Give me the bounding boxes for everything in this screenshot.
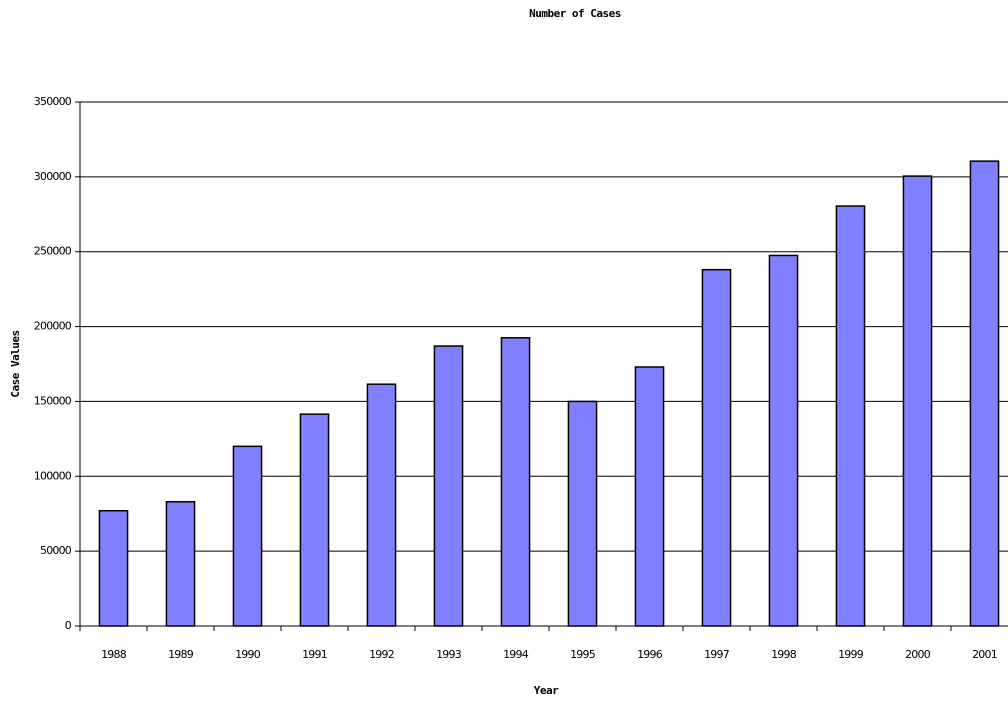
x-tick-label: 1992	[369, 648, 394, 661]
y-tick-label: 300000	[34, 170, 72, 183]
x-axis-label: Year	[534, 684, 559, 697]
x-tick-label: 1995	[570, 648, 596, 661]
bar	[433, 345, 464, 627]
x-tick-label: 1998	[771, 648, 797, 661]
bar	[768, 254, 799, 627]
bar	[634, 366, 665, 627]
x-tick-label: 1990	[235, 648, 261, 661]
bar	[366, 383, 397, 627]
chart-title: Number of Cases	[529, 7, 621, 20]
bar	[969, 160, 1000, 627]
bar	[299, 413, 330, 627]
y-tick-label: 50000	[40, 544, 72, 557]
y-tick-label: 100000	[34, 469, 72, 482]
x-tick-label: 1994	[503, 648, 529, 661]
y-tick-label: 150000	[34, 394, 72, 407]
bar	[701, 268, 732, 627]
x-tick-label: 1993	[436, 648, 462, 661]
x-tick-label: 1997	[704, 648, 730, 661]
bar	[500, 337, 531, 627]
bar	[232, 445, 263, 627]
x-tick-label: 2000	[905, 648, 931, 661]
x-tick-label: 1989	[168, 648, 194, 661]
y-tick-label: 350000	[34, 95, 72, 108]
y-axis-label: Case Values	[9, 330, 22, 397]
y-tick-label: 0	[65, 619, 72, 632]
bar	[835, 205, 866, 627]
y-tick-label: 200000	[34, 320, 72, 333]
x-tick-label: 1999	[838, 648, 864, 661]
x-tick-label: 1988	[101, 648, 127, 661]
y-tick-label: 250000	[34, 245, 72, 258]
bar	[165, 500, 196, 627]
x-tick-label: 1996	[637, 648, 663, 661]
bar	[902, 175, 933, 627]
x-tick-label: 1991	[302, 648, 327, 661]
x-tick-label: 2001	[972, 648, 997, 661]
bar	[567, 400, 598, 627]
bar	[98, 509, 129, 627]
